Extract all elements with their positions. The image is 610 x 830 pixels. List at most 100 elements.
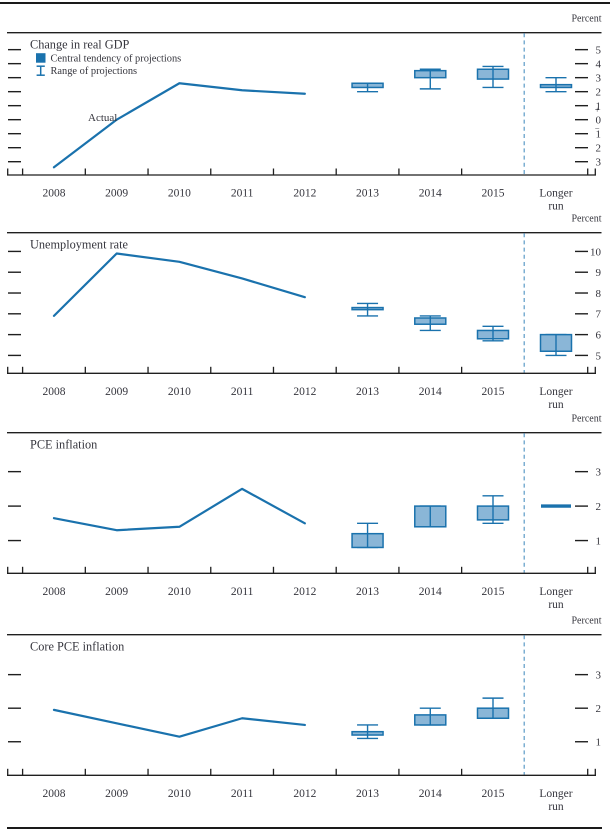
year-label: 2012 [293,188,316,200]
y-tick-label: 1 [596,129,602,141]
y-tick-label: 3 [596,670,602,682]
panel-2 [7,232,602,374]
y-tick-label: 9 [596,267,602,279]
year-label: 2015 [482,188,505,200]
longer-run-label: run [548,599,564,611]
top-rule [0,2,610,5]
year-label: 2008 [42,788,65,800]
projection-2014 [414,68,447,90]
year-label: 2011 [231,586,254,598]
year-label: 2008 [42,188,65,200]
projection-2015 [476,325,510,342]
year-label: 2009 [105,386,128,398]
projection-2015 [476,65,510,89]
longer-run-label: Longer [539,386,572,398]
projection-2013 [351,522,384,549]
projection-2015 [476,495,510,525]
year-label: 2009 [105,586,128,598]
projection-2013 [351,302,384,317]
panel-title: Core PCE inflation [30,640,124,654]
year-label: 2008 [42,586,65,598]
y-tick-label: 1 [596,535,602,547]
percent-label: Percent [572,14,602,25]
actual-line-label: Actual [88,112,117,124]
year-label: 2010 [168,788,191,800]
year-label: 2014 [419,586,442,598]
year-label: 2011 [231,188,254,200]
year-label: 2015 [482,788,505,800]
y-tick-label: 0 [596,115,602,127]
projection-2014 [414,315,447,332]
longer-run-label: Longer [539,188,572,200]
longer-run-label: Longer [539,788,572,800]
longer-run-label: run [548,801,564,813]
projection-2014 [414,505,447,528]
y-tick-label: 1 [596,737,602,749]
y-tick-label: 2 [596,501,602,513]
projection-2014 [414,707,447,726]
legend-central-tendency-swatch-icon [36,53,46,63]
y-tick-label: 2 [596,143,602,155]
year-label: 2010 [168,586,191,598]
y-tick-label: 4 [596,59,602,71]
percent-label: Percent [572,616,602,627]
projection-2013 [351,82,384,93]
longer-run-label: run [548,201,564,213]
legend-label-central-tendency: Central tendency of projections [51,54,182,65]
actual-line [52,252,306,317]
actual-line [52,708,306,738]
year-label: 2011 [231,386,254,398]
projection-2015 [476,697,510,720]
year-label: 2008 [42,386,65,398]
longer-run-label: Longer [539,586,572,598]
y-tick-label: 3 [596,157,602,169]
y-tick-label: 10 [590,246,602,258]
zero-minus-sign: − [595,123,600,133]
year-label: 2013 [356,386,379,398]
percent-label: Percent [572,414,602,425]
panel-title: Unemployment rate [30,238,129,252]
y-tick-label: 2 [596,87,602,99]
panel-title: PCE inflation [30,438,97,452]
year-label: 2014 [419,788,442,800]
legend-label-range: Range of projections [51,66,138,77]
projection-longer-run [539,333,573,357]
panel-1 [7,32,602,176]
y-tick-label: 7 [596,309,602,321]
zero-plus-sign: + [595,105,600,115]
year-label: 2013 [356,188,379,200]
year-label: 2015 [482,586,505,598]
y-tick-label: 8 [596,288,602,300]
year-label: 2010 [168,386,191,398]
year-label: 2009 [105,788,128,800]
y-tick-label: 3 [596,73,602,85]
year-label: 2013 [356,788,379,800]
y-tick-label: 6 [596,330,602,342]
y-tick-label: 5 [596,350,602,362]
y-tick-label: 3 [596,467,602,479]
y-tick-label: 1 [596,101,602,113]
year-label: 2012 [293,386,316,398]
longer-run-label: run [548,399,564,411]
year-label: 2009 [105,188,128,200]
projection-2013 [351,724,384,740]
panel-title: Change in real GDP [30,38,130,52]
year-label: 2011 [231,788,254,800]
year-label: 2014 [419,188,442,200]
y-tick-label: 2 [596,703,602,715]
bottom-rule [7,826,602,829]
legend-range-ibeam-icon [36,65,45,76]
panel-3 [7,432,602,574]
actual-line [52,487,306,532]
percent-label: Percent [572,214,602,225]
projection-longer-run [539,76,573,93]
year-label: 2012 [293,788,316,800]
year-label: 2014 [419,386,442,398]
panel-4 [7,634,602,776]
year-label: 2013 [356,586,379,598]
y-tick-label: 5 [596,45,602,57]
year-label: 2012 [293,586,316,598]
year-label: 2010 [168,188,191,200]
year-label: 2015 [482,386,505,398]
